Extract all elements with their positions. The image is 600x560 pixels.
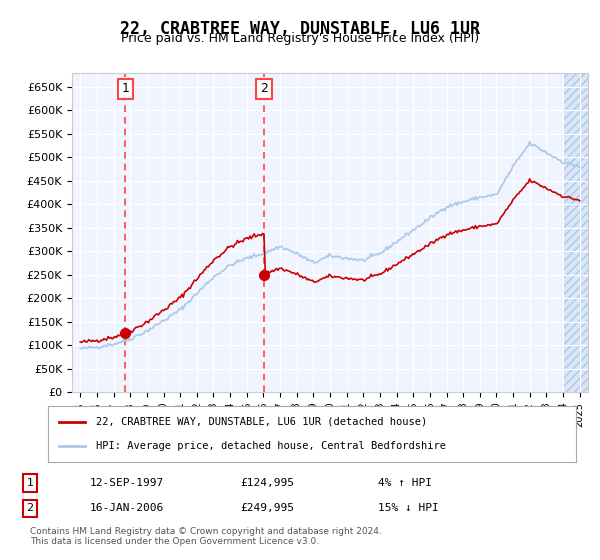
Text: 12-SEP-1997: 12-SEP-1997: [90, 478, 164, 488]
Text: 22, CRABTREE WAY, DUNSTABLE, LU6 1UR: 22, CRABTREE WAY, DUNSTABLE, LU6 1UR: [120, 20, 480, 38]
Text: 2: 2: [260, 82, 268, 95]
Text: 22, CRABTREE WAY, DUNSTABLE, LU6 1UR (detached house): 22, CRABTREE WAY, DUNSTABLE, LU6 1UR (de…: [95, 417, 427, 427]
Text: £249,995: £249,995: [240, 503, 294, 514]
Polygon shape: [563, 73, 588, 392]
Text: Price paid vs. HM Land Registry's House Price Index (HPI): Price paid vs. HM Land Registry's House …: [121, 32, 479, 45]
Text: Contains HM Land Registry data © Crown copyright and database right 2024.
This d: Contains HM Land Registry data © Crown c…: [30, 526, 382, 546]
Text: HPI: Average price, detached house, Central Bedfordshire: HPI: Average price, detached house, Cent…: [95, 441, 446, 451]
Text: 2: 2: [26, 503, 34, 514]
Text: 15% ↓ HPI: 15% ↓ HPI: [378, 503, 439, 514]
Text: £124,995: £124,995: [240, 478, 294, 488]
Text: 1: 1: [26, 478, 34, 488]
Text: 1: 1: [121, 82, 129, 95]
Text: 16-JAN-2006: 16-JAN-2006: [90, 503, 164, 514]
Text: 4% ↑ HPI: 4% ↑ HPI: [378, 478, 432, 488]
